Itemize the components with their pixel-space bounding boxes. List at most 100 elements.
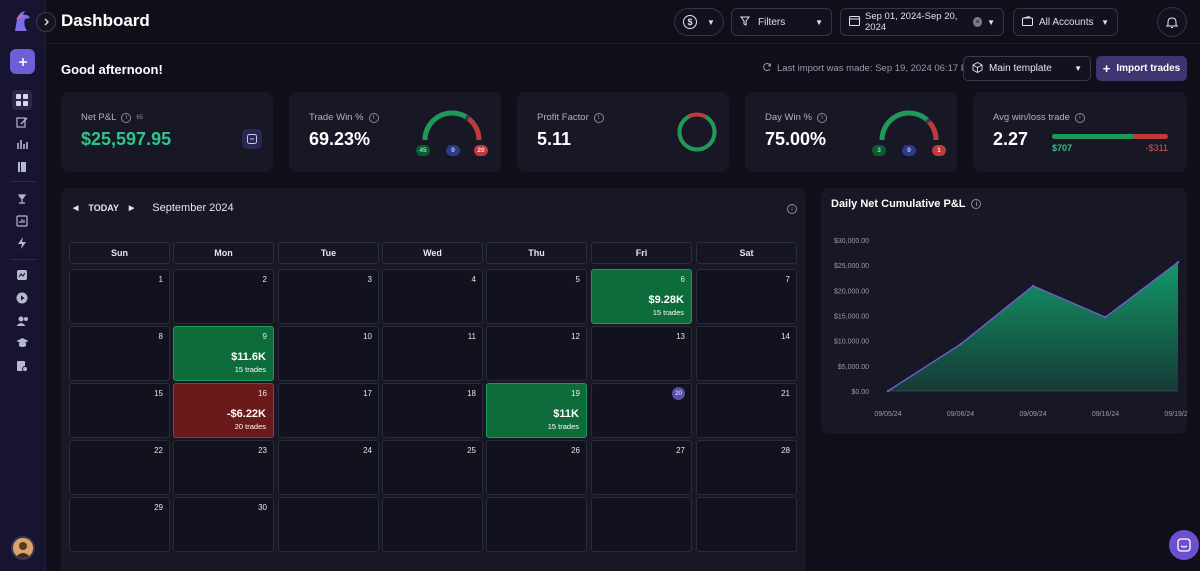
calendar-day[interactable]: 28	[696, 440, 797, 495]
info-icon[interactable]: i	[593, 112, 604, 123]
calendar-day[interactable]: 8	[69, 326, 170, 381]
calendar-day[interactable]: 20	[591, 383, 692, 438]
calendar-day[interactable]	[696, 497, 797, 552]
x-tick-label: 09/16/24	[1092, 411, 1119, 418]
profit-factor-value: 5.11	[537, 129, 572, 149]
day-number: 7	[785, 275, 790, 284]
cube-icon	[972, 61, 983, 76]
calendar-day[interactable]	[382, 497, 483, 552]
day-number: 9	[262, 332, 267, 341]
chevron-down-icon: ▼	[987, 17, 995, 27]
calendar-day[interactable]: 25	[382, 440, 483, 495]
calendar-day[interactable]: 15	[69, 383, 170, 438]
calendar-day[interactable]	[591, 497, 692, 552]
trade-win-value: 69.23%	[309, 129, 371, 149]
prev-month-icon[interactable]: ◀	[73, 205, 79, 212]
day-win-label: Day Win %	[765, 112, 812, 123]
calendar-day[interactable]: 30	[173, 497, 274, 552]
calendar-day[interactable]: 10	[278, 326, 379, 381]
calendar-day[interactable]: 26	[486, 440, 587, 495]
calendar-panel: ◀ TODAY ▶ September 2024 i Sun Mon Tue Wed T…	[61, 188, 806, 571]
calendar-day[interactable]: 11	[382, 326, 483, 381]
playbook-icon[interactable]	[12, 188, 32, 208]
notifications-button[interactable]	[1157, 7, 1187, 37]
users-icon[interactable]	[12, 311, 32, 331]
filters-dropdown[interactable]: Filters ▼	[731, 8, 832, 36]
day-win-wins-badge: 3	[872, 145, 886, 156]
avatar[interactable]	[11, 536, 35, 560]
progress-icon[interactable]	[12, 211, 32, 231]
day-number: 11	[467, 332, 476, 341]
calendar-day[interactable]: 27	[591, 440, 692, 495]
day-number: 13	[676, 332, 685, 341]
next-month-icon[interactable]: ▶	[128, 205, 135, 212]
calendar-day[interactable]: 9 $11.6K 15 trades	[173, 326, 274, 381]
info-icon[interactable]: i	[368, 112, 379, 123]
y-tick-label: $15,000.00	[834, 314, 869, 321]
reports-icon[interactable]	[12, 134, 32, 154]
calendar-day[interactable]: 1	[69, 269, 170, 324]
calendar-day[interactable]	[278, 497, 379, 552]
calendar-day[interactable]: 5	[486, 269, 587, 324]
settings-doc-icon[interactable]	[12, 356, 32, 376]
info-icon[interactable]: i	[121, 112, 132, 123]
calendar-day[interactable]: 21	[696, 383, 797, 438]
accounts-dropdown[interactable]: All Accounts ▼	[1013, 8, 1118, 36]
pnl-point	[1104, 316, 1107, 319]
calendar-day[interactable]: 4	[382, 269, 483, 324]
day-pnl: -$6.22K	[226, 408, 266, 420]
calendar-day[interactable]: 23	[173, 440, 274, 495]
accounts-label: All Accounts	[1039, 16, 1094, 28]
last-import-note: Last import was made: Sep 19, 2024 06:17…	[762, 62, 975, 75]
calendar-day[interactable]: 6 $9.28K 15 trades	[591, 269, 692, 324]
dashboard-icon[interactable]	[12, 90, 32, 110]
play-icon[interactable]	[12, 288, 32, 308]
calendar-day[interactable]: 19 $11K 15 trades	[486, 383, 587, 438]
trade-win-losses-badge: 20	[474, 145, 488, 156]
day-number: 24	[363, 446, 372, 455]
sidebar-expand-button[interactable]	[36, 12, 56, 32]
calendar-day[interactable]: 2	[173, 269, 274, 324]
template-dropdown[interactable]: Main template ▼	[963, 56, 1091, 81]
calendar-day[interactable]: 18	[382, 383, 483, 438]
lightning-icon[interactable]	[12, 233, 32, 253]
add-button[interactable]	[10, 49, 35, 74]
sidebar-divider	[10, 259, 36, 260]
calendar-day[interactable]: 16 -$6.22K 20 trades	[173, 383, 274, 438]
net-pnl-detail-icon[interactable]	[242, 129, 262, 149]
education-icon[interactable]	[12, 333, 32, 353]
page-title: Dashboard	[61, 11, 150, 30]
calendar-day[interactable]: 7	[696, 269, 797, 324]
date-range-picker[interactable]: Sep 01, 2024-Sep 20, 2024 × ▼	[840, 8, 1004, 36]
logo-icon[interactable]	[11, 9, 33, 33]
calendar-day[interactable]: 3	[278, 269, 379, 324]
import-trades-button[interactable]: + Import trades	[1096, 56, 1187, 81]
calendar-day[interactable]: 13	[591, 326, 692, 381]
filter-icon	[740, 16, 750, 29]
currency-selector[interactable]: $ ▼	[674, 8, 724, 36]
clear-date-icon[interactable]: ×	[973, 17, 983, 27]
info-icon[interactable]: i	[1074, 112, 1085, 123]
calendar-day[interactable]: 22	[69, 440, 170, 495]
trade-win-even-badge: 0	[446, 145, 460, 156]
info-icon[interactable]: i	[816, 112, 827, 123]
calendar-header: ◀ TODAY ▶ September 2024	[73, 202, 234, 214]
calendar-day[interactable]: 17	[278, 383, 379, 438]
info-icon[interactable]: i	[971, 199, 982, 209]
today-button[interactable]: TODAY	[88, 203, 119, 213]
journal-icon[interactable]	[12, 112, 32, 132]
day-trade-count: 20 trades	[234, 422, 266, 431]
calendar-day[interactable]: 14	[696, 326, 797, 381]
chart-title-row: Daily Net Cumulative P&L i	[831, 198, 982, 210]
chat-launcher-button[interactable]	[1169, 530, 1199, 560]
calendar-day[interactable]	[486, 497, 587, 552]
calendar-day[interactable]: 29	[69, 497, 170, 552]
sync-icon[interactable]	[762, 62, 772, 75]
replay-icon[interactable]	[12, 265, 32, 285]
calendar-day[interactable]: 12	[486, 326, 587, 381]
day-number: 3	[367, 275, 372, 284]
info-icon[interactable]: i	[787, 204, 797, 214]
y-tick-label: $0.00	[851, 389, 869, 396]
calendar-day[interactable]: 24	[278, 440, 379, 495]
notebook-icon[interactable]	[12, 157, 32, 177]
